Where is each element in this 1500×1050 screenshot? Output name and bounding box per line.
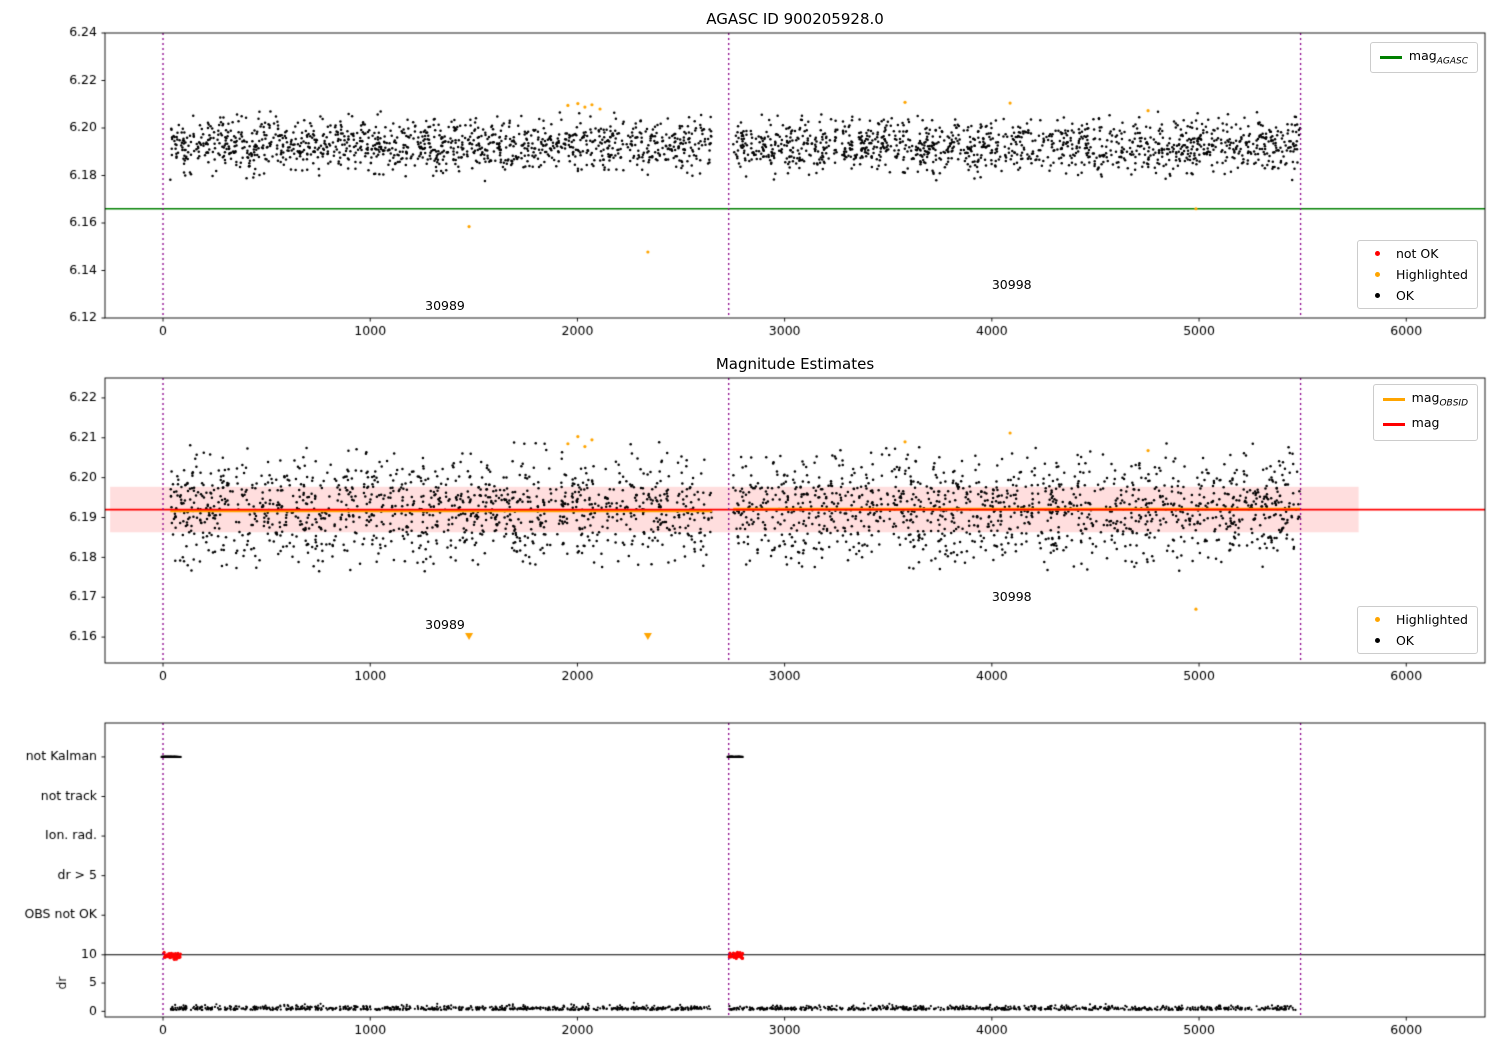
legend-label-mag-obsid: magOBSID — [1411, 390, 1468, 409]
obsid-label-30989-mid: 30989 — [425, 617, 465, 633]
highlighted-dot-icon — [1367, 272, 1389, 277]
ok-dot-icon — [1367, 638, 1389, 643]
legend-label-mag: mag — [1411, 415, 1440, 431]
ok-dot-icon — [1367, 293, 1389, 298]
mag-line-swatch — [1382, 423, 1405, 427]
chart1-title: AGASC ID 900205928.0 — [706, 10, 884, 28]
legend-mag-agasc: magAGASC — [1369, 42, 1478, 74]
legend-item-mag-obsid: magOBSID — [1382, 390, 1468, 409]
legend-label-highlighted: Highlighted — [1395, 267, 1468, 282]
legend-label-highlighted-mid: Highlighted — [1395, 612, 1468, 627]
legend-item-highlighted-mid: Highlighted — [1367, 612, 1468, 627]
obsid-label-30998-top: 30998 — [991, 276, 1032, 292]
legend-item-highlighted: Highlighted — [1367, 267, 1468, 282]
legend-item-ok: OK — [1367, 288, 1468, 303]
mag-obsid-line-swatch — [1382, 398, 1405, 402]
legend-label-not-ok: not OK — [1395, 246, 1439, 261]
not-ok-dot-icon — [1367, 251, 1389, 256]
legend-item-not-ok: not OK — [1367, 246, 1468, 261]
legend-markers-mid: Highlighted OK — [1356, 606, 1478, 654]
legend-item-ok-mid: OK — [1367, 633, 1468, 648]
legend-markers-top: not OK Highlighted OK — [1356, 240, 1478, 309]
legend-label-mag-agasc: magAGASC — [1408, 48, 1468, 67]
highlighted-dot-icon — [1367, 617, 1389, 622]
obsid-label-30989-top: 30989 — [425, 298, 465, 314]
legend-label-ok: OK — [1395, 288, 1414, 303]
legend-label-ok-mid: OK — [1395, 633, 1414, 648]
mag-agasc-line-swatch — [1379, 56, 1402, 60]
obsid-label-30998-mid: 30998 — [991, 589, 1032, 605]
legend-item-mag-agasc: magAGASC — [1379, 48, 1468, 67]
legend-mag-lines: magOBSID mag — [1372, 384, 1478, 441]
chart2-title: Magnitude Estimates — [715, 355, 875, 373]
legend-item-mag: mag — [1382, 415, 1468, 434]
